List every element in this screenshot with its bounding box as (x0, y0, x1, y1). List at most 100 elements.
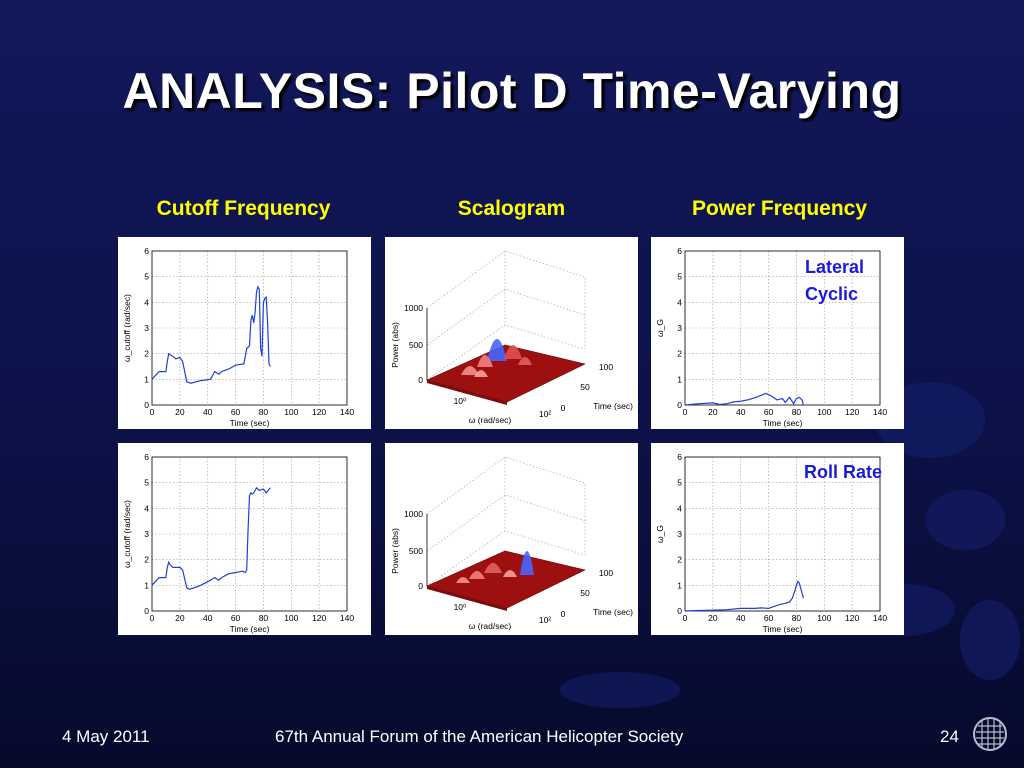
omega-axis-label: ω (rad/sec) (469, 415, 512, 425)
x-tick-label: 20 (708, 407, 718, 417)
data-series-line (151, 486, 271, 590)
y-tick-label: 4 (144, 297, 149, 307)
surface-peak (504, 345, 522, 359)
y-tick-label: 5 (677, 272, 682, 282)
series-annotation: Roll Rate (804, 462, 882, 482)
x-tick-label: 140 (873, 407, 887, 417)
surface-peak (484, 563, 502, 573)
footer-page-number: 24 (940, 727, 959, 746)
y-tick-label: 0 (677, 400, 682, 410)
y-tick-label: 1 (677, 374, 682, 384)
omega-tick-label: 10² (539, 409, 551, 419)
plot-frame (151, 456, 348, 612)
heading-scalogram: Scalogram (457, 197, 566, 220)
z-tick-label: 1000 (404, 509, 423, 519)
y-tick-label: 0 (144, 606, 149, 616)
y-tick-label: 6 (144, 246, 149, 256)
scalogram-chart-top: 1000 500 0 0 50 100 Time (sec) 10⁰ 10² ω (rad/sec… (390, 250, 633, 425)
back-wall-gridline (426, 494, 586, 552)
back-wall-gridline (426, 288, 586, 346)
x-tick-label: 60 (231, 407, 241, 417)
surface-peak (456, 577, 470, 583)
y-tick-label: 6 (677, 246, 682, 256)
y-tick-label: 1 (144, 580, 149, 590)
x-tick-label: 120 (845, 407, 859, 417)
y-tick-label: 4 (144, 503, 149, 513)
time-tick-label: 100 (599, 568, 613, 578)
surface-peak (474, 370, 488, 377)
plot-frame (684, 250, 881, 406)
y-axis-label: ω_cutoff (rad/sec) (122, 294, 132, 362)
footer-event: 67th Annual Forum of the American Helico… (275, 727, 684, 746)
surface-floor (426, 344, 586, 403)
time-tick-label: 100 (599, 362, 613, 372)
surface-peak (461, 366, 479, 375)
z-tick-label: 500 (409, 546, 423, 556)
heading-power-frequency: Power Frequency (691, 197, 868, 220)
time-tick-label: 50 (580, 588, 590, 598)
y-tick-label: 3 (144, 529, 149, 539)
power-frequency-chart-top: 0 20 40 60 80 100 120 140 0 1 2 3 4 5 6 Time (sec) ω_G La… (655, 246, 887, 428)
x-tick-label: 80 (259, 613, 269, 623)
y-tick-label: 6 (677, 452, 682, 462)
heading-cutoff-frequency: Cutoff Frequency (156, 197, 331, 220)
x-tick-label: 60 (231, 613, 241, 623)
x-tick-label: 80 (792, 407, 802, 417)
y-tick-label: 4 (677, 297, 682, 307)
power-frequency-plot-top: 0 20 40 60 80 100 120 140 0 1 2 3 4 5 6 Time (sec) ω_G La… (651, 237, 904, 429)
plot-frame (151, 250, 348, 406)
y-tick-label: 3 (677, 529, 682, 539)
x-axis-label: Time (sec) (763, 624, 803, 634)
power-frequency-chart-bottom: 0 20 40 60 80 100 120 140 0 1 2 3 4 5 6 Time (sec) ω_G Ro… (655, 452, 887, 634)
y-tick-label: 3 (144, 323, 149, 333)
x-tick-label: 0 (683, 613, 688, 623)
x-tick-label: 120 (312, 613, 326, 623)
y-tick-label: 4 (677, 503, 682, 513)
series-annotation: Cyclic (805, 284, 858, 304)
y-tick-label: 2 (677, 349, 682, 359)
cutoff-frequency-chart-bottom: 0 20 40 60 80 100 120 140 0 1 2 3 4 5 6 Time (sec) ω_cut… (122, 452, 354, 634)
y-tick-label: 0 (144, 400, 149, 410)
x-tick-label: 40 (736, 613, 746, 623)
y-tick-label: 2 (144, 349, 149, 359)
y-axis-label: ω_G (655, 525, 665, 543)
y-axis-label: ω_G (655, 319, 665, 337)
back-wall-outline (426, 250, 586, 349)
time-tick-label: 50 (580, 382, 590, 392)
footer-date: 4 May 2011 (62, 727, 150, 746)
x-tick-label: 20 (175, 613, 185, 623)
society-logo-icon (973, 717, 1007, 751)
time-tick-label: 0 (561, 403, 566, 413)
cutoff-frequency-chart-top: 0 20 40 60 80 100 120 140 0 1 2 3 4 5 6 Time (sec) ω_cut… (122, 246, 354, 428)
x-tick-label: 0 (683, 407, 688, 417)
y-tick-label: 1 (144, 374, 149, 384)
slide-title: ANALYSIS: Pilot D Time-Varying (122, 63, 902, 119)
x-tick-label: 120 (312, 407, 326, 417)
y-tick-label: 2 (144, 555, 149, 565)
x-tick-label: 40 (203, 407, 213, 417)
x-tick-label: 60 (764, 613, 774, 623)
cutoff-frequency-plot-bottom: 0 20 40 60 80 100 120 140 0 1 2 3 4 5 6 Time (sec) ω_cut… (118, 443, 371, 635)
x-tick-label: 140 (340, 407, 354, 417)
z-tick-label: 0 (418, 581, 423, 591)
scalogram-plot-top: 1000 500 0 0 50 100 Time (sec) 10⁰ 10² ω (rad/sec… (385, 237, 638, 429)
surface-peak (503, 570, 517, 577)
data-series-line (684, 392, 804, 406)
power-frequency-plot-bottom: 0 20 40 60 80 100 120 140 0 1 2 3 4 5 6 Time (sec) ω_G Ro… (651, 443, 904, 635)
data-series-line (151, 285, 271, 384)
x-tick-label: 100 (817, 613, 831, 623)
x-tick-label: 80 (259, 407, 269, 417)
x-axis-label: Time (sec) (230, 418, 270, 428)
surface-front-edge (427, 586, 507, 611)
x-axis-label: Time (sec) (230, 624, 270, 634)
z-tick-label: 0 (418, 375, 423, 385)
y-tick-label: 5 (677, 478, 682, 488)
x-tick-label: 40 (736, 407, 746, 417)
x-axis-label: Time (sec) (763, 418, 803, 428)
surface-peak (487, 339, 507, 361)
y-tick-label: 0 (677, 606, 682, 616)
x-tick-label: 100 (284, 407, 298, 417)
y-tick-label: 6 (144, 452, 149, 462)
surface-peak (518, 357, 532, 365)
x-tick-label: 60 (764, 407, 774, 417)
